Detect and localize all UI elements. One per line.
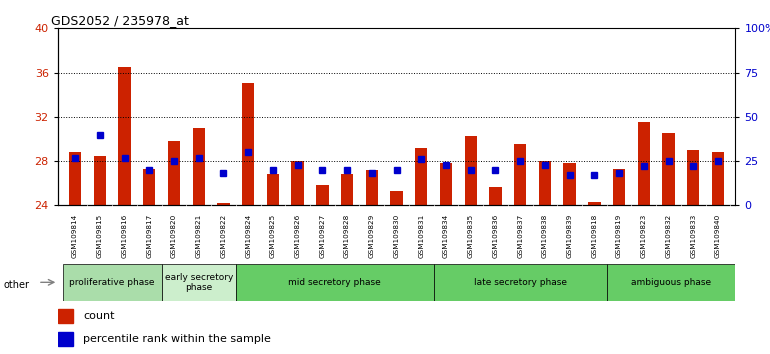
Text: GSM109824: GSM109824 bbox=[245, 214, 251, 258]
Bar bbox=[687, 150, 699, 205]
Bar bbox=[341, 175, 353, 205]
Text: GSM109840: GSM109840 bbox=[715, 214, 721, 258]
Text: mid secretory phase: mid secretory phase bbox=[288, 278, 381, 287]
Text: percentile rank within the sample: percentile rank within the sample bbox=[83, 334, 271, 344]
Bar bbox=[390, 191, 403, 205]
Text: GSM109829: GSM109829 bbox=[369, 214, 375, 258]
Bar bbox=[242, 82, 254, 205]
Bar bbox=[266, 175, 279, 205]
Text: GSM109821: GSM109821 bbox=[196, 214, 202, 258]
Text: GSM109823: GSM109823 bbox=[641, 214, 647, 258]
Text: GSM109817: GSM109817 bbox=[146, 214, 152, 258]
Text: ambiguous phase: ambiguous phase bbox=[631, 278, 711, 287]
Bar bbox=[316, 185, 329, 205]
Text: GSM109834: GSM109834 bbox=[443, 214, 449, 258]
Bar bbox=[162, 264, 236, 301]
Bar bbox=[292, 161, 304, 205]
Text: GSM109839: GSM109839 bbox=[567, 214, 573, 258]
Text: GDS2052 / 235978_at: GDS2052 / 235978_at bbox=[51, 14, 189, 27]
Bar bbox=[638, 122, 650, 205]
Text: count: count bbox=[83, 311, 115, 321]
Bar bbox=[588, 202, 601, 205]
Bar bbox=[564, 163, 576, 205]
Text: GSM109818: GSM109818 bbox=[591, 214, 598, 258]
Text: GSM109815: GSM109815 bbox=[97, 214, 102, 258]
Text: GSM109826: GSM109826 bbox=[295, 214, 300, 258]
Text: GSM109837: GSM109837 bbox=[517, 214, 523, 258]
Bar bbox=[464, 136, 477, 205]
Text: GSM109816: GSM109816 bbox=[122, 214, 128, 258]
Bar bbox=[217, 203, 229, 205]
Text: GSM109835: GSM109835 bbox=[467, 214, 474, 258]
Bar bbox=[539, 161, 551, 205]
Bar bbox=[58, 309, 72, 323]
Text: GSM109819: GSM109819 bbox=[616, 214, 622, 258]
Bar bbox=[168, 141, 180, 205]
Text: proliferative phase: proliferative phase bbox=[69, 278, 155, 287]
Bar bbox=[94, 155, 106, 205]
Text: late secretory phase: late secretory phase bbox=[474, 278, 567, 287]
Text: GSM109833: GSM109833 bbox=[691, 214, 696, 258]
Text: GSM109827: GSM109827 bbox=[320, 214, 326, 258]
Bar bbox=[607, 264, 735, 301]
Bar bbox=[143, 169, 156, 205]
Text: early secretory
phase: early secretory phase bbox=[165, 273, 233, 292]
Bar bbox=[489, 187, 501, 205]
Bar bbox=[613, 169, 625, 205]
Text: GSM109830: GSM109830 bbox=[393, 214, 400, 258]
Text: GSM109814: GSM109814 bbox=[72, 214, 78, 258]
Bar bbox=[62, 264, 162, 301]
Text: GSM109828: GSM109828 bbox=[344, 214, 350, 258]
Bar bbox=[58, 332, 72, 346]
Bar bbox=[514, 144, 527, 205]
Bar bbox=[662, 133, 675, 205]
Bar bbox=[711, 152, 725, 205]
Bar bbox=[415, 148, 427, 205]
Bar bbox=[69, 152, 82, 205]
Text: GSM109825: GSM109825 bbox=[270, 214, 276, 258]
Bar bbox=[440, 163, 452, 205]
Text: GSM109831: GSM109831 bbox=[418, 214, 424, 258]
Bar bbox=[192, 128, 205, 205]
Text: GSM109838: GSM109838 bbox=[542, 214, 548, 258]
Text: other: other bbox=[4, 280, 30, 290]
Bar bbox=[119, 67, 131, 205]
Bar bbox=[434, 264, 607, 301]
Bar bbox=[366, 170, 378, 205]
Text: GSM109822: GSM109822 bbox=[220, 214, 226, 258]
Bar bbox=[236, 264, 434, 301]
Text: GSM109832: GSM109832 bbox=[665, 214, 671, 258]
Text: GSM109820: GSM109820 bbox=[171, 214, 177, 258]
Text: GSM109836: GSM109836 bbox=[493, 214, 498, 258]
